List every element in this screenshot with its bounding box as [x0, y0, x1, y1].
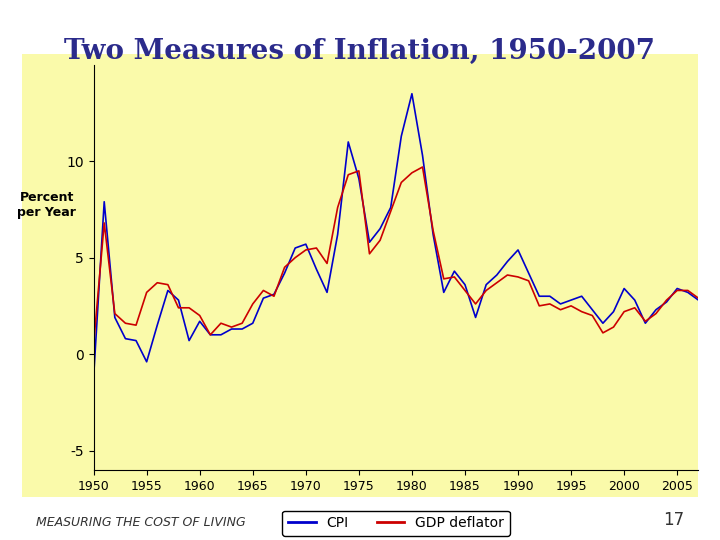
GDP deflator	[89, 341, 98, 348]
CPI	[609, 308, 618, 315]
GDP deflator	[609, 324, 618, 330]
Text: MEASURING THE COST OF LIVING: MEASURING THE COST OF LIVING	[36, 516, 246, 529]
Text: Percent
per Year: Percent per Year	[17, 191, 76, 219]
Legend: CPI, GDP deflator: CPI, GDP deflator	[282, 511, 510, 536]
CPI	[89, 374, 98, 381]
Line: GDP deflator: GDP deflator	[94, 167, 698, 345]
GDP deflator	[418, 164, 427, 170]
CPI	[228, 326, 236, 332]
GDP deflator	[673, 287, 682, 294]
Line: CPI: CPI	[94, 94, 698, 377]
CPI	[694, 297, 703, 303]
GDP deflator	[546, 301, 554, 307]
CPI	[546, 293, 554, 300]
CPI	[408, 91, 416, 97]
GDP deflator	[228, 324, 236, 330]
GDP deflator	[238, 320, 246, 327]
CPI	[673, 285, 682, 292]
Text: 17: 17	[663, 511, 684, 529]
CPI	[503, 258, 512, 265]
GDP deflator	[694, 295, 703, 301]
CPI	[238, 326, 246, 332]
GDP deflator	[503, 272, 512, 278]
Text: Two Measures of Inflation, 1950-2007: Two Measures of Inflation, 1950-2007	[65, 38, 655, 65]
